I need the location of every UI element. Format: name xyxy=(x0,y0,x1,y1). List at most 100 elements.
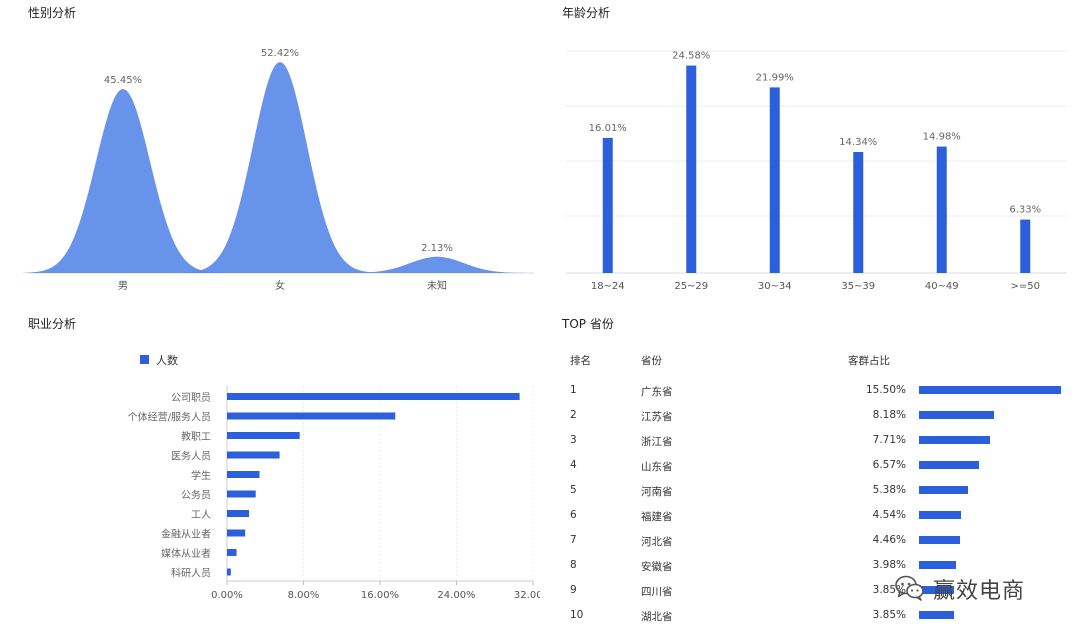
gender-data-label: 52.42% xyxy=(261,48,299,59)
share-bar[interactable] xyxy=(919,411,994,419)
age-bar[interactable] xyxy=(769,87,780,273)
occ-bar[interactable] xyxy=(227,451,280,459)
age-tick-label: 30~34 xyxy=(758,281,792,292)
legend-label: 人数 xyxy=(156,354,178,367)
share-cell: 8.18% xyxy=(872,409,906,421)
gender-tick-label: 男 xyxy=(118,280,128,292)
age-bar[interactable] xyxy=(936,146,947,273)
province-cell: 河南省 xyxy=(641,486,673,498)
table-row: 1 广东省 15.50% xyxy=(560,381,1075,401)
age-data-label: 21.99% xyxy=(756,72,794,83)
age-data-label: 24.58% xyxy=(672,51,710,62)
occ-category-label: 个体经营/服务人员 xyxy=(128,411,211,424)
occ-category-label: 教职工 xyxy=(181,430,211,443)
province-title: TOP 省份 xyxy=(562,317,614,331)
gender-peak-2[interactable] xyxy=(337,256,537,273)
province-cell: 河北省 xyxy=(641,536,673,548)
gender-tick-label: 未知 xyxy=(427,279,447,292)
share-cell: 4.54% xyxy=(872,509,906,521)
age-data-label: 14.98% xyxy=(923,132,961,143)
province-cell: 江苏省 xyxy=(641,411,673,423)
table-row: 4 山东省 6.57% xyxy=(560,456,1075,476)
age-tick-label: 40~49 xyxy=(925,281,959,292)
share-cell: 4.46% xyxy=(872,534,906,546)
province-cell: 安徽省 xyxy=(641,561,673,573)
age-bar[interactable] xyxy=(686,65,697,273)
age-bar[interactable] xyxy=(1020,219,1031,273)
share-cell: 3.85% xyxy=(872,609,906,621)
province-cell: 浙江省 xyxy=(641,436,673,448)
occ-tick-label: 0.00% xyxy=(211,590,243,601)
table-row: 8 安徽省 3.98% xyxy=(560,556,1075,576)
occ-category-label: 科研人员 xyxy=(171,567,211,580)
province-cell: 福建省 xyxy=(641,511,673,523)
table-row: 6 福建省 4.54% xyxy=(560,506,1075,526)
occ-category-label: 公务员 xyxy=(181,489,211,502)
age-tick-label: 25~29 xyxy=(674,281,708,292)
rank-cell: 3 xyxy=(570,434,577,446)
age-title: 年龄分析 xyxy=(562,6,611,20)
share-bar[interactable] xyxy=(919,386,1061,394)
occ-tick-label: 16.00% xyxy=(361,590,399,601)
gender-chart: 45.45% 男 52.42% 女 2.13% 未知 xyxy=(23,48,537,292)
gender-peak-0[interactable] xyxy=(23,88,223,273)
col-share-header: 客群占比 xyxy=(848,355,890,367)
occ-bar[interactable] xyxy=(227,490,256,498)
rank-cell: 9 xyxy=(570,584,577,596)
occ-category-label: 学生 xyxy=(191,469,211,482)
occ-bar[interactable] xyxy=(227,393,520,400)
wechat-icon xyxy=(895,575,924,601)
rank-cell: 4 xyxy=(570,459,577,471)
occ-bar[interactable] xyxy=(227,412,396,420)
share-bar[interactable] xyxy=(919,611,955,619)
table-header: 排名 省份 客群占比 xyxy=(560,350,1075,370)
age-tick-label: 35~39 xyxy=(841,281,875,292)
occ-category-label: 媒体从业者 xyxy=(161,548,211,560)
gender-tick-label: 女 xyxy=(275,279,285,292)
rank-cell: 1 xyxy=(570,384,577,396)
age-tick-label: >=50 xyxy=(1011,281,1040,292)
share-cell: 5.38% xyxy=(872,484,906,496)
occ-bar[interactable] xyxy=(227,529,246,537)
occ-tick-label: 24.00% xyxy=(437,590,475,601)
col-rank-header: 排名 xyxy=(570,355,591,367)
share-cell: 3.98% xyxy=(872,559,906,571)
share-cell: 7.71% xyxy=(872,434,906,446)
table-row: 3 浙江省 7.71% xyxy=(560,431,1075,451)
occ-category-label: 医务人员 xyxy=(171,450,211,463)
age-bar[interactable] xyxy=(602,137,613,273)
col-province-header: 省份 xyxy=(641,355,662,367)
gender-peak-1[interactable] xyxy=(180,61,380,273)
share-bar[interactable] xyxy=(919,536,960,544)
province-cell: 山东省 xyxy=(641,461,673,473)
table-row: 9 四川省 3.85% xyxy=(560,581,1075,601)
province-cell: 广东省 xyxy=(641,386,673,398)
province-table: 排名 省份 客群占比 1 广东省 15.50% 2 江苏省 8.18% 3 浙江省 7.71% 4… xyxy=(560,350,1075,636)
legend-swatch xyxy=(140,355,149,364)
occ-category-label: 工人 xyxy=(191,509,211,521)
occ-bar[interactable] xyxy=(227,510,249,517)
share-bar[interactable] xyxy=(919,511,961,519)
age-data-label: 6.33% xyxy=(1009,205,1041,216)
rank-cell: 10 xyxy=(570,609,584,621)
rank-cell: 7 xyxy=(570,534,577,546)
occ-category-label: 金融从业者 xyxy=(161,528,211,541)
occupation-chart: 0.00% 8.00% 16.00% 24.00% 32.00% 公司职员个体经营/服务人… xyxy=(128,386,540,601)
age-data-label: 16.01% xyxy=(589,123,627,134)
occ-bar[interactable] xyxy=(227,549,237,556)
occ-bar[interactable] xyxy=(227,432,300,439)
share-bar[interactable] xyxy=(919,436,990,444)
share-bar[interactable] xyxy=(919,461,980,469)
gender-data-label: 45.45% xyxy=(104,75,142,86)
occ-bar[interactable] xyxy=(227,471,260,478)
age-bar[interactable] xyxy=(853,151,864,273)
share-bar[interactable] xyxy=(919,586,955,594)
occ-bar[interactable] xyxy=(227,568,231,576)
age-tick-label: 18~24 xyxy=(591,281,625,292)
share-bar[interactable] xyxy=(919,561,956,569)
table-row: 2 江苏省 8.18% xyxy=(560,406,1075,426)
share-bar[interactable] xyxy=(919,486,969,494)
share-cell: 6.57% xyxy=(872,459,906,471)
age-data-label: 14.34% xyxy=(839,137,877,148)
share-cell: 15.50% xyxy=(865,384,906,396)
